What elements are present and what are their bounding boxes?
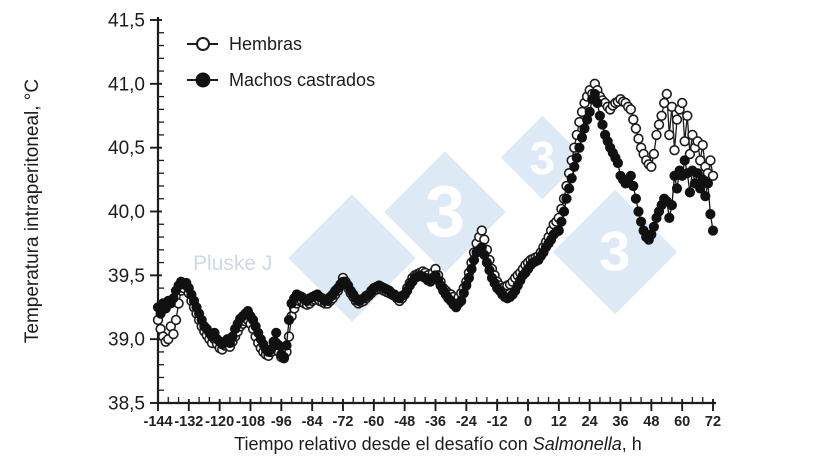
legend-label-hembras: Hembras <box>229 33 303 54</box>
filled-circle-marker-icon <box>187 70 218 90</box>
legend-item-hembras: Hembras <box>187 33 375 55</box>
svg-text:24: 24 <box>582 414 598 430</box>
svg-text:48: 48 <box>643 414 659 430</box>
svg-text:60: 60 <box>674 414 690 430</box>
svg-text:-60: -60 <box>363 414 384 430</box>
svg-text:-24: -24 <box>456 414 477 430</box>
y-axis-title: Temperatura intraperitoneal, °C <box>22 78 43 344</box>
x-axis-title-prefix: Tiempo relativo desde el desafío con <box>234 434 533 454</box>
legend-label-machos-castrados: Machos castrados <box>229 69 376 90</box>
svg-text:-144: -144 <box>143 414 172 430</box>
open-circle-marker-icon <box>187 34 218 54</box>
legend: Hembras Machos castrados <box>187 33 375 105</box>
x-axis-title-suffix: , h <box>621 434 642 454</box>
svg-text:-132: -132 <box>174 414 203 430</box>
svg-text:40,0: 40,0 <box>108 202 145 223</box>
researcher-watermark: Pluske J <box>193 252 273 275</box>
svg-text:-120: -120 <box>205 414 234 430</box>
svg-text:39,5: 39,5 <box>108 266 145 287</box>
svg-text:36: 36 <box>612 414 628 430</box>
x-axis-title-italic: Salmonella <box>532 434 622 454</box>
svg-text:-72: -72 <box>333 414 354 430</box>
svg-text:-96: -96 <box>271 414 292 430</box>
svg-text:12: 12 <box>551 414 567 430</box>
svg-text:39,0: 39,0 <box>108 330 145 351</box>
svg-text:72: 72 <box>705 414 721 430</box>
svg-text:-108: -108 <box>236 414 265 430</box>
svg-text:-12: -12 <box>487 414 508 430</box>
svg-text:-48: -48 <box>394 414 415 430</box>
svg-text:40,5: 40,5 <box>108 138 145 159</box>
svg-text:-84: -84 <box>302 414 323 430</box>
svg-text:38,5: 38,5 <box>108 394 145 415</box>
legend-item-machos-castrados: Machos castrados <box>187 69 375 91</box>
svg-text:41,5: 41,5 <box>108 11 145 32</box>
x-axis-title: Tiempo relativo desde el desafío con Sal… <box>234 434 642 455</box>
svg-text:-36: -36 <box>425 414 446 430</box>
svg-text:0: 0 <box>524 414 532 430</box>
svg-text:41,0: 41,0 <box>108 74 145 95</box>
